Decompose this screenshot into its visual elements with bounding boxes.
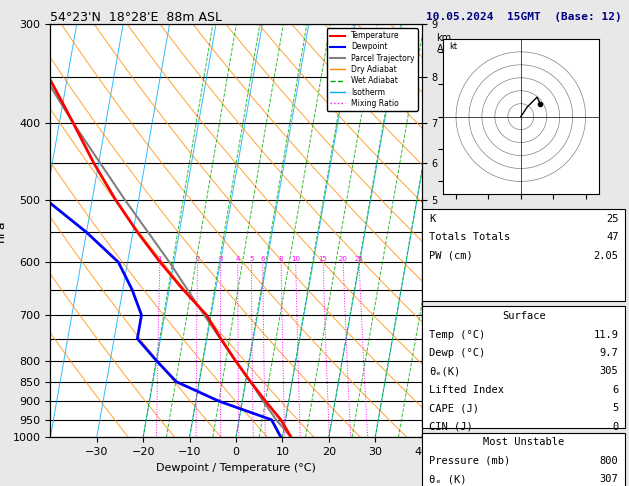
Text: 20: 20 [339, 256, 348, 262]
X-axis label: Dewpoint / Temperature (°C): Dewpoint / Temperature (°C) [156, 463, 316, 473]
Text: 9.7: 9.7 [599, 348, 618, 358]
Text: Pressure (mb): Pressure (mb) [429, 456, 510, 466]
Text: kt: kt [450, 42, 458, 51]
Text: Mixing Ratio (g/kg): Mixing Ratio (g/kg) [437, 212, 445, 291]
Text: 307: 307 [599, 474, 618, 485]
Text: Lifted Index: Lifted Index [429, 385, 504, 395]
Text: 11.9: 11.9 [594, 330, 618, 340]
Text: Surface: Surface [502, 311, 545, 321]
Text: 6: 6 [612, 385, 618, 395]
Text: 8: 8 [279, 256, 284, 262]
Text: 25: 25 [606, 214, 618, 224]
Text: 305: 305 [599, 366, 618, 377]
FancyBboxPatch shape [423, 306, 625, 428]
Text: 5: 5 [249, 256, 253, 262]
Text: 2.05: 2.05 [594, 251, 618, 261]
FancyBboxPatch shape [423, 433, 625, 486]
Text: 15: 15 [319, 256, 328, 262]
Text: CAPE (J): CAPE (J) [429, 403, 479, 414]
Text: 5: 5 [612, 403, 618, 414]
Text: 1: 1 [158, 256, 162, 262]
Text: 47: 47 [606, 232, 618, 243]
Legend: Temperature, Dewpoint, Parcel Trajectory, Dry Adiabat, Wet Adiabat, Isotherm, Mi: Temperature, Dewpoint, Parcel Trajectory… [327, 28, 418, 111]
FancyBboxPatch shape [423, 209, 625, 301]
Text: Dewp (°C): Dewp (°C) [429, 348, 485, 358]
Text: 4: 4 [236, 256, 240, 262]
Text: Temp (°C): Temp (°C) [429, 330, 485, 340]
Text: 800: 800 [599, 456, 618, 466]
Text: θₑ (K): θₑ (K) [429, 474, 466, 485]
Text: 10.05.2024  15GMT  (Base: 12): 10.05.2024 15GMT (Base: 12) [426, 12, 621, 22]
Text: 3: 3 [218, 256, 223, 262]
Text: 25: 25 [355, 256, 364, 262]
Text: PW (cm): PW (cm) [429, 251, 472, 261]
Text: K: K [429, 214, 435, 224]
Text: 0: 0 [612, 422, 618, 432]
Text: 54°23'N  18°28'E  88m ASL: 54°23'N 18°28'E 88m ASL [50, 11, 222, 24]
Text: 6: 6 [260, 256, 265, 262]
Text: 2: 2 [195, 256, 199, 262]
Y-axis label: hPa: hPa [0, 220, 7, 242]
Text: km
ASL: km ASL [437, 33, 455, 54]
Text: Most Unstable: Most Unstable [483, 437, 564, 448]
Text: Totals Totals: Totals Totals [429, 232, 510, 243]
Text: 10: 10 [291, 256, 300, 262]
Text: θₑ(K): θₑ(K) [429, 366, 460, 377]
Text: CIN (J): CIN (J) [429, 422, 472, 432]
